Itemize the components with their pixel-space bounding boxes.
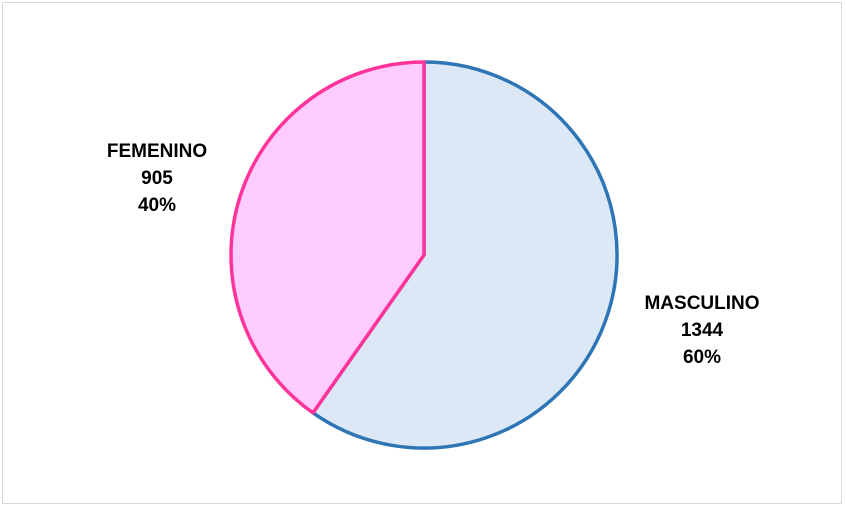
label-femenino: FEMENINO 905 40%: [107, 141, 207, 216]
label-femenino-name: FEMENINO: [107, 141, 207, 162]
label-femenino-percent: 40%: [138, 195, 176, 216]
pie-slice-masculino: [311, 60, 619, 450]
label-masculino-value: 1344: [681, 320, 724, 341]
label-femenino-value: 905: [141, 168, 173, 189]
pie-slice-femenino: [229, 60, 426, 415]
label-masculino-name: MASCULINO: [644, 293, 759, 314]
label-masculino-percent: 60%: [683, 347, 721, 368]
pie-slices: [229, 60, 619, 450]
label-masculino: MASCULINO 1344 60%: [644, 293, 759, 368]
